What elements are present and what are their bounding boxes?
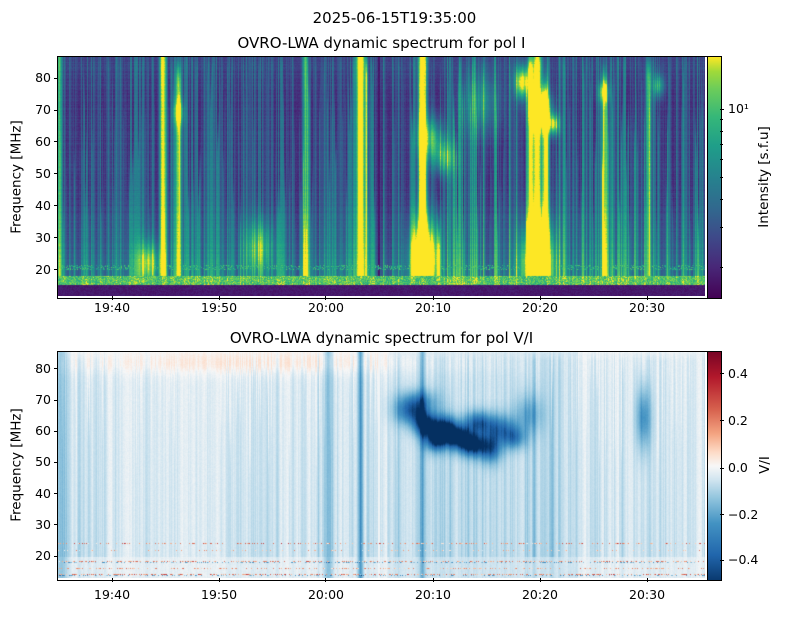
pol-vi-colorbar-tick-label: 0.4 bbox=[728, 365, 748, 381]
pol-vi-colorbar-tick bbox=[720, 420, 724, 422]
pol-i-colorbar-minor-tick bbox=[720, 130, 723, 132]
pol-i-x-tick bbox=[646, 296, 648, 300]
pol-vi-spectrogram-canvas bbox=[58, 352, 705, 578]
pol-vi-colorbar-tick bbox=[720, 559, 724, 561]
pol-i-title: OVRO-LWA dynamic spectrum for pol I bbox=[237, 34, 526, 52]
pol-i-spectrogram-canvas bbox=[58, 57, 705, 296]
pol-vi-x-tick bbox=[111, 578, 113, 582]
pol-vi-x-tick bbox=[432, 578, 434, 582]
pol-i-y-tick-label: 70 bbox=[35, 102, 51, 117]
pol-vi-y-tick-label: 70 bbox=[35, 392, 51, 408]
pol-i-y-tick-label: 50 bbox=[35, 165, 51, 181]
pol-vi-x-tick-label: 19:40 bbox=[94, 587, 131, 602]
pol-i-y-tick bbox=[54, 109, 58, 111]
pol-vi-y-tick-label: 20 bbox=[35, 548, 51, 563]
pol-i-y-tick-label: 80 bbox=[35, 70, 51, 85]
pol-i-x-tick-label: 20:30 bbox=[629, 300, 666, 315]
pol-vi-x-tick bbox=[325, 578, 327, 582]
pol-vi-y-tick-label: 40 bbox=[35, 485, 51, 501]
pol-vi-colorbar-label: V/I bbox=[756, 456, 773, 474]
pol-i-y-tick bbox=[54, 269, 58, 271]
pol-i-y-tick-label: 60 bbox=[35, 133, 51, 149]
pol-i-x-tick-label: 19:40 bbox=[94, 300, 131, 315]
pol-i-colorbar-minor-tick bbox=[720, 198, 723, 200]
pol-i-colorbar-minor-tick bbox=[720, 159, 723, 160]
pol-vi-y-tick bbox=[54, 524, 58, 526]
pol-vi-y-tick-label: 30 bbox=[35, 516, 51, 532]
pol-vi-colorbar-tick-label: −0.4 bbox=[728, 552, 759, 567]
pol-vi-x-tick-label: 20:20 bbox=[521, 587, 559, 602]
pol-i-x-tick bbox=[539, 296, 541, 300]
pol-i-colorbar-minor-tick bbox=[720, 119, 723, 121]
pol-i-y-tick bbox=[54, 205, 58, 207]
pol-i-colorbar-minor-tick bbox=[720, 227, 723, 229]
pol-vi-y-tick-label: 80 bbox=[35, 360, 51, 376]
pol-i-y-tick bbox=[54, 237, 58, 239]
pol-vi-x-tick bbox=[539, 578, 541, 582]
pol-vi-y-tick bbox=[54, 461, 58, 463]
pol-vi-x-tick-label: 19:50 bbox=[201, 587, 238, 602]
pol-vi-colorbar-tick-label: 0.0 bbox=[728, 460, 748, 475]
pol-i-colorbar-minor-tick bbox=[720, 176, 723, 178]
pol-i-y-tick bbox=[54, 141, 58, 143]
pol-i-x-tick-label: 20:00 bbox=[307, 300, 344, 315]
pol-i-colorbar-tick-label: 10¹ bbox=[728, 101, 749, 117]
pol-vi-x-tick-label: 20:10 bbox=[414, 587, 452, 602]
pol-vi-y-tick-label: 60 bbox=[35, 423, 51, 439]
pol-i-plot-area bbox=[57, 56, 708, 299]
pol-vi-colorbar-tick bbox=[720, 514, 724, 516]
pol-vi-x-tick bbox=[218, 578, 220, 582]
pol-i-y-tick-label: 40 bbox=[35, 197, 51, 213]
pol-vi-colorbar bbox=[707, 351, 722, 581]
pol-vi-x-tick-label: 20:00 bbox=[307, 587, 344, 602]
pol-vi-x-tick bbox=[646, 578, 648, 582]
pol-i-colorbar-minor-tick bbox=[720, 143, 723, 145]
pol-i-y-tick-label: 20 bbox=[35, 261, 51, 277]
pol-i-x-tick bbox=[325, 296, 327, 300]
pol-vi-colorbar-tick-label: −0.2 bbox=[728, 506, 759, 522]
pol-i-y-tick bbox=[54, 173, 58, 175]
pol-i-x-tick-label: 20:10 bbox=[414, 300, 452, 315]
pol-vi-y-tick bbox=[54, 493, 58, 495]
pol-vi-x-tick-label: 20:30 bbox=[629, 587, 666, 602]
pol-i-colorbar-tick bbox=[720, 108, 724, 110]
pol-i-colorbar-minor-tick bbox=[720, 267, 723, 269]
pol-i-y-tick bbox=[54, 77, 58, 79]
pol-vi-y-tick bbox=[54, 368, 58, 370]
pol-vi-y-tick bbox=[54, 399, 58, 401]
pol-i-x-tick bbox=[111, 296, 113, 300]
figure-suptitle: 2025-06-15T19:35:00 bbox=[312, 9, 477, 27]
pol-i-x-tick bbox=[218, 296, 220, 300]
pol-vi-colorbar-tick-label: 0.2 bbox=[728, 412, 748, 428]
pol-i-x-tick bbox=[432, 296, 434, 300]
pol-vi-title: OVRO-LWA dynamic spectrum for pol V/I bbox=[229, 329, 534, 347]
pol-vi-plot-area bbox=[57, 351, 708, 581]
pol-i-colorbar-label: Intensity [s.f.u] bbox=[756, 125, 772, 228]
pol-i-x-tick-label: 19:50 bbox=[201, 300, 238, 315]
pol-vi-y-tick bbox=[54, 555, 58, 557]
pol-i-y-tick-label: 30 bbox=[35, 229, 51, 245]
pol-i-x-tick-label: 20:20 bbox=[521, 300, 559, 315]
pol-vi-colorbar-tick bbox=[720, 467, 724, 469]
pol-vi-y-tick-label: 50 bbox=[35, 454, 51, 470]
pol-vi-colorbar-tick bbox=[720, 373, 724, 375]
pol-vi-y-tick bbox=[54, 430, 58, 432]
